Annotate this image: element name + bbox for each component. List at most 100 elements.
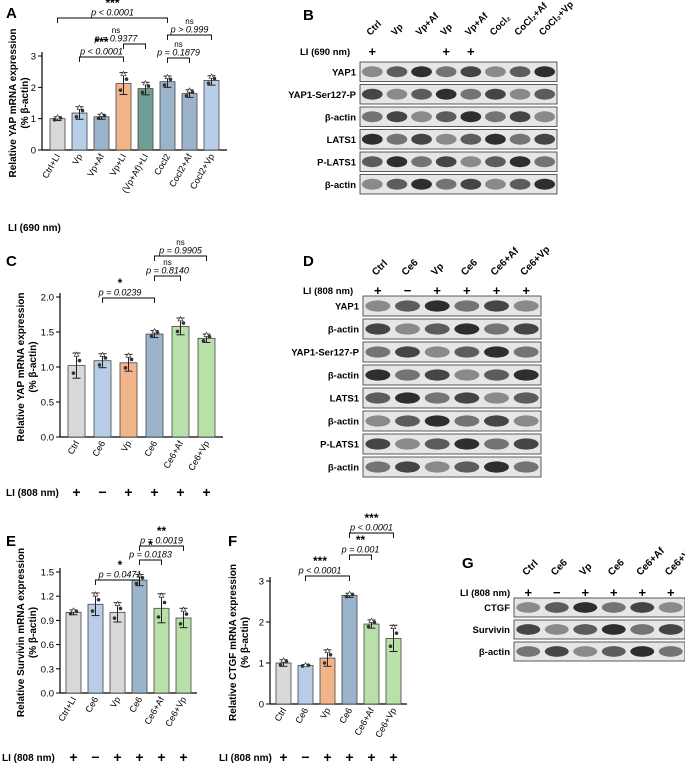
- chart-E: E 0.0 0.3 0.6 0.9 1.2 1.5 Relative Survivin mRN…: [2, 524, 197, 765]
- li-mark: −: [301, 749, 309, 765]
- li-mark: +: [176, 484, 184, 500]
- category-label: Ctrl: [273, 706, 289, 723]
- sig-bracket: [349, 554, 372, 560]
- y-tick-label: 1.5: [41, 568, 54, 579]
- blot-band: [534, 66, 556, 78]
- blot-band: [454, 323, 480, 335]
- blot-band: [484, 346, 509, 358]
- lane-label: Ce6+Vp: [519, 244, 553, 278]
- category-label: Ce6: [90, 439, 107, 458]
- blot-band: [513, 369, 539, 381]
- data-point: [124, 77, 129, 81]
- data-point: [134, 581, 139, 586]
- blot-band: [509, 111, 531, 123]
- sig-bracket: [139, 545, 184, 551]
- sig-star: ns: [174, 40, 182, 49]
- data-point: [99, 351, 106, 357]
- blot-band: [395, 392, 420, 404]
- y-axis-label-unit: (% β-actin): [28, 607, 39, 658]
- lane-label: Vp: [439, 22, 456, 39]
- category-label: Vp: [108, 695, 122, 710]
- blot-band: [460, 156, 482, 168]
- band-label: β-actin: [325, 112, 356, 123]
- bar: [341, 594, 358, 705]
- data-point: [114, 600, 121, 606]
- blot-band: [509, 66, 531, 78]
- band-label: β-actin: [328, 371, 359, 382]
- data-point: [164, 73, 171, 79]
- blot-band: [454, 415, 480, 427]
- blot-band: [484, 438, 509, 450]
- blot-band: [630, 624, 655, 635]
- blot-band: [424, 300, 450, 312]
- category-label: Ce6+Af: [352, 706, 376, 738]
- blot-band: [361, 156, 383, 168]
- blot-band: [516, 624, 541, 635]
- blot-band: [361, 88, 383, 100]
- blot-band: [484, 392, 509, 404]
- li-label: LI (808 nm): [2, 753, 55, 764]
- bar: [171, 325, 190, 438]
- li-mark: +: [69, 749, 77, 765]
- li-label: LI (808 nm): [6, 488, 59, 499]
- y-tick-label: 2.0: [41, 293, 54, 304]
- lane-label: Vp: [389, 22, 406, 39]
- sig-bracket: [102, 297, 155, 303]
- blot-band: [534, 178, 556, 190]
- band-label: β-actin: [328, 417, 359, 428]
- y-axis-label: Relative YAP mRNA expression: [16, 293, 27, 442]
- data-point: [390, 623, 397, 629]
- data-point: [368, 617, 375, 623]
- sig-star: *: [118, 276, 123, 290]
- blot-band: [534, 156, 556, 168]
- li-label: LI (808 nm): [303, 286, 353, 297]
- data-point: [177, 315, 184, 322]
- sig-bracket: [305, 575, 350, 581]
- category-label: Ce6+Vp: [373, 706, 398, 739]
- li-mark: +: [522, 283, 530, 298]
- li-mark: +: [135, 749, 143, 765]
- panel-letter: F: [228, 533, 237, 550]
- sig-star: **: [157, 524, 167, 538]
- blot-band: [573, 624, 598, 635]
- category-label: Vp: [70, 152, 84, 167]
- blot-band: [424, 392, 450, 404]
- blot-band: [386, 133, 408, 145]
- blot-band: [395, 369, 420, 381]
- blot-band: [513, 438, 539, 450]
- blot-band: [513, 415, 539, 427]
- sig-star: ns: [112, 26, 120, 35]
- blot-band: [658, 602, 683, 613]
- blot-band: [435, 133, 457, 145]
- li-mark: +: [179, 749, 187, 765]
- blot-band: [485, 133, 506, 145]
- blot-strip: [359, 61, 558, 82]
- blot-band: [424, 369, 450, 381]
- y-tick-label: 2: [31, 83, 36, 94]
- blot-band: [386, 111, 408, 123]
- data-point: [96, 597, 101, 602]
- li-mark: +: [581, 585, 589, 600]
- blot-band: [361, 111, 383, 123]
- sig-star: ***: [105, 0, 119, 10]
- y-axis-label: Relative Survivin mRNA expression: [16, 548, 27, 717]
- blot-band: [509, 133, 531, 145]
- y-tick-label: 0: [31, 146, 36, 157]
- data-point: [201, 339, 206, 343]
- blot-band: [361, 178, 383, 190]
- blot-band: [509, 156, 531, 168]
- blot-band: [485, 66, 506, 78]
- blot-band: [485, 156, 506, 168]
- data-point: [118, 606, 123, 611]
- data-point: [322, 661, 327, 665]
- category-label: Ctrl+LI: [56, 695, 78, 723]
- y-tick-label: 3: [259, 577, 264, 588]
- blot-band: [365, 415, 391, 427]
- blot-band: [509, 178, 531, 190]
- blot-band: [395, 300, 420, 312]
- li-label: LI (808 nm): [460, 588, 510, 599]
- blot-band: [484, 415, 509, 427]
- blot-band: [630, 602, 655, 613]
- sig-bracket: [154, 255, 207, 261]
